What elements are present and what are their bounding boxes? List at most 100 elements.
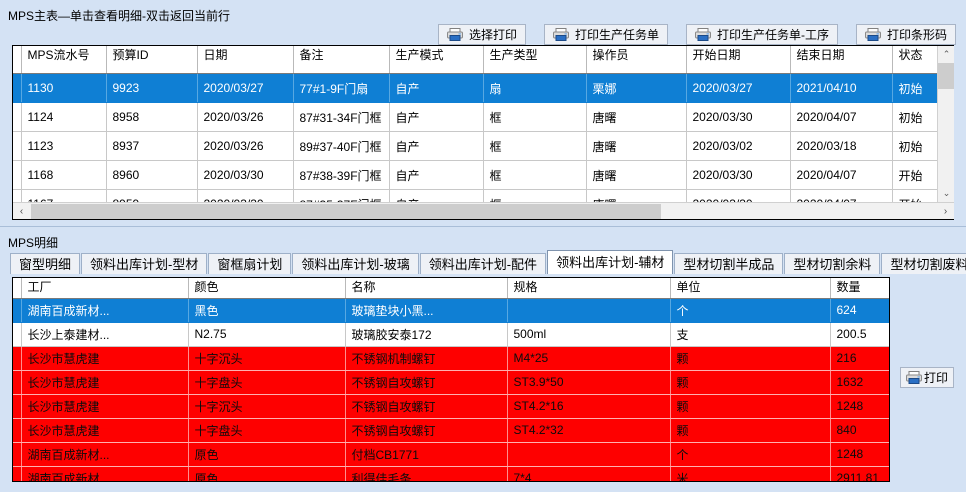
row-selector-cell[interactable]: [13, 418, 22, 443]
detail-grid-cell[interactable]: 颗: [670, 418, 831, 443]
detail-grid-cell[interactable]: 颗: [670, 370, 831, 395]
main-grid-column-header[interactable]: 操作员: [586, 46, 687, 74]
main-grid-cell[interactable]: 1168: [21, 160, 107, 190]
main-grid-cell[interactable]: 2021/04/10: [790, 73, 893, 103]
main-grid-cell[interactable]: 9923: [106, 73, 198, 103]
detail-grid-cell[interactable]: 十字盘头: [188, 370, 346, 395]
detail-grid-cell[interactable]: 支: [670, 322, 831, 347]
detail-grid-column-header[interactable]: 单位: [670, 278, 831, 299]
detail-grid-cell[interactable]: 1248: [830, 442, 889, 467]
main-grid-cell[interactable]: 87#31-34F门框: [293, 102, 390, 132]
detail-grid-cell[interactable]: 不锈钢自攻螺钉: [345, 370, 508, 395]
detail-grid-cell[interactable]: [507, 298, 671, 323]
scroll-up-arrow[interactable]: ⌃: [942, 49, 951, 59]
tab-9[interactable]: 型材切割废料: [881, 253, 966, 274]
detail-grid-cell[interactable]: 玻璃胶安泰172: [345, 322, 508, 347]
detail-grid-cell[interactable]: 原色: [188, 442, 346, 467]
detail-grid-cell[interactable]: 长沙上泰建材...: [21, 322, 189, 347]
row-selector-cell[interactable]: [13, 394, 22, 419]
main-grid-cell[interactable]: 2020/03/27: [197, 73, 294, 103]
row-selector-cell[interactable]: [13, 346, 22, 371]
main-grid-cell[interactable]: 1130: [21, 73, 107, 103]
main-grid-cell[interactable]: 1123: [21, 131, 107, 161]
main-grid-column-header[interactable]: 预算ID: [106, 46, 198, 74]
main-grid-cell[interactable]: 自产: [389, 73, 484, 103]
toolbar-button-4[interactable]: 打印条形码: [856, 23, 957, 45]
main-grid-cell[interactable]: 框: [483, 102, 587, 132]
toolbar-button-2[interactable]: 打印生产任务单: [544, 23, 669, 45]
main-grid-cell[interactable]: 自产: [389, 131, 484, 161]
detail-grid-cell[interactable]: 840: [830, 418, 889, 443]
detail-grid-column-header[interactable]: 名称: [345, 278, 508, 299]
main-grid-cell[interactable]: 框: [483, 160, 587, 190]
detail-grid-cell[interactable]: 不锈钢机制螺钉: [345, 346, 508, 371]
detail-grid-cell[interactable]: ST4.2*16: [507, 394, 671, 419]
horizontal-scroll-thumb[interactable]: [31, 204, 661, 219]
main-grid-cell[interactable]: 2020/03/26: [197, 102, 294, 132]
table-row[interactable]: 长沙上泰建材...N2.75玻璃胶安泰172500ml支200.51287.00…: [13, 322, 889, 347]
detail-grid-cell[interactable]: 500ml: [507, 322, 671, 347]
detail-grid-cell[interactable]: 湖南百成新材...: [21, 442, 189, 467]
detail-grid-cell[interactable]: 颗: [670, 346, 831, 371]
main-grid-cell[interactable]: 2020/03/26: [197, 131, 294, 161]
main-grid-cell[interactable]: 1124: [21, 102, 107, 132]
detail-grid-cell[interactable]: 玻璃垫块小黑...: [345, 298, 508, 323]
detail-grid-cell[interactable]: 长沙市慧虎建: [21, 394, 189, 419]
detail-grid-cell[interactable]: 1248: [830, 394, 889, 419]
detail-grid-cell[interactable]: [507, 442, 671, 467]
toolbar-button-1[interactable]: 选择打印: [438, 23, 527, 45]
main-grid-cell[interactable]: 2020/04/07: [790, 102, 893, 132]
main-grid-column-header[interactable]: 日期: [197, 46, 294, 74]
detail-grid-cell[interactable]: ST3.9*50: [507, 370, 671, 395]
detail-grid-cell[interactable]: 米: [670, 466, 831, 481]
scroll-left-arrow[interactable]: ‹: [19, 205, 24, 217]
detail-grid-cell[interactable]: 长沙市慧虎建: [21, 418, 189, 443]
main-grid-column-header[interactable]: 生产模式: [389, 46, 484, 74]
detail-grid-cell[interactable]: 湖南百成新材...: [21, 298, 189, 323]
main-grid-cell[interactable]: 77#1-9F门扇: [293, 73, 390, 103]
main-grid-cell[interactable]: 唐曙: [586, 160, 687, 190]
detail-grid-cell[interactable]: 长沙市慧虎建: [21, 346, 189, 371]
row-selector-cell[interactable]: [13, 466, 22, 481]
tab-6[interactable]: 领料出库计划-辅材: [547, 250, 674, 274]
tab-4[interactable]: 领料出库计划-玻璃: [292, 253, 419, 274]
detail-grid-cell[interactable]: 十字沉头: [188, 346, 346, 371]
main-grid-cell[interactable]: 2020/03/30: [197, 160, 294, 190]
main-grid-cell[interactable]: 2020/03/30: [686, 102, 791, 132]
main-grid-cell[interactable]: 2020/03/18: [790, 131, 893, 161]
row-selector-cell[interactable]: [13, 160, 22, 190]
row-selector-cell[interactable]: [13, 73, 22, 103]
detail-grid-cell[interactable]: 200.5: [830, 322, 889, 347]
detail-grid-column-header[interactable]: 数量: [830, 278, 889, 299]
main-grid-cell[interactable]: 87#38-39F门框: [293, 160, 390, 190]
detail-grid-cell[interactable]: 湖南百成新材...: [21, 466, 189, 481]
main-grid-cell[interactable]: 框: [483, 131, 587, 161]
main-grid-cell[interactable]: 2020/03/27: [686, 73, 791, 103]
mps-detail-grid[interactable]: 工厂颜色名称规格单位数量库存量使用地点 湖南百成新材...黑色玻璃垫块小黑...…: [12, 277, 890, 482]
main-grid-cell[interactable]: 自产: [389, 102, 484, 132]
tab-1[interactable]: 窗型明细: [10, 253, 81, 274]
tab-5[interactable]: 领料出库计划-配件: [419, 253, 547, 274]
table-row[interactable]: 1130 9923 2020/03/27 77#1-9F门扇 自产扇栗娜 2020/03/…: [13, 73, 953, 103]
table-row[interactable]: 1124 8958 2020/03/26 87#31-34F门框 自产框唐曙 2020/0…: [13, 102, 953, 132]
main-grid-column-header[interactable]: 开始日期: [686, 46, 791, 74]
row-selector-cell[interactable]: [13, 370, 22, 395]
detail-print-button[interactable]: 打印: [900, 367, 955, 388]
detail-grid-cell[interactable]: 颗: [670, 394, 831, 419]
table-row[interactable]: 1168 8960 2020/03/30 87#38-39F门框 自产框唐曙 2020/0…: [13, 160, 953, 190]
toolbar-button-3[interactable]: 打印生产任务单-工序: [686, 23, 839, 45]
detail-grid-cell[interactable]: ST4.2*32: [507, 418, 671, 443]
detail-grid-cell[interactable]: 2911.81: [830, 466, 889, 481]
main-grid-cell[interactable]: 唐曙: [586, 102, 687, 132]
main-grid-column-header[interactable]: 备注: [293, 46, 390, 74]
detail-grid-cell[interactable]: 付档CB1771: [345, 442, 508, 467]
detail-grid-cell[interactable]: 利得佳毛条: [345, 466, 508, 481]
tab-3[interactable]: 窗框扇计划: [208, 253, 292, 274]
detail-grid-column-header[interactable]: 规格: [507, 278, 671, 299]
detail-grid-cell[interactable]: N2.75: [188, 322, 346, 347]
